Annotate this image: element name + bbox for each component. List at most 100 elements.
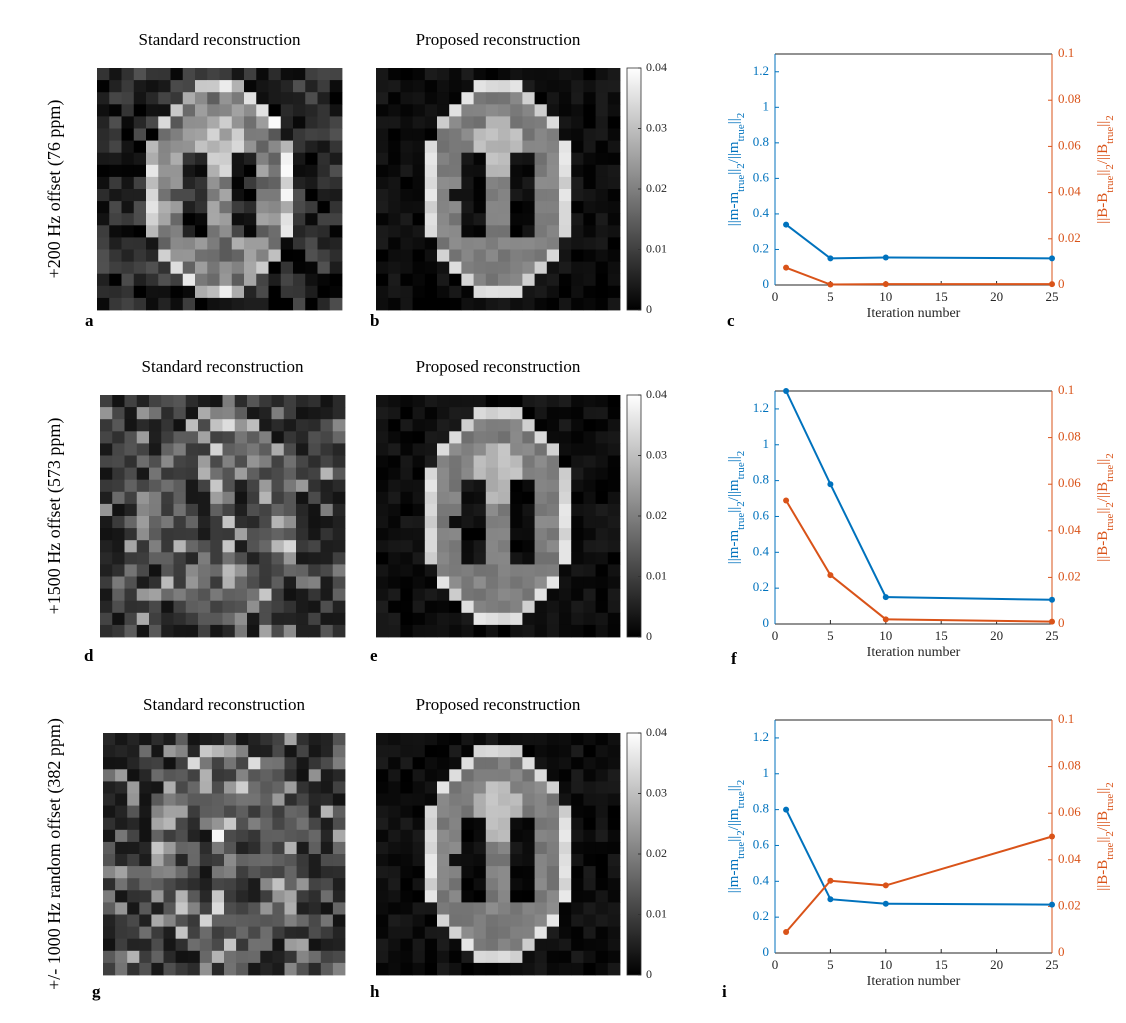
pixel xyxy=(234,516,248,529)
pixel xyxy=(485,92,499,105)
pixel xyxy=(607,285,621,299)
panel-title: Proposed reconstruction xyxy=(416,30,581,49)
pixel xyxy=(320,431,334,444)
pixel xyxy=(412,769,426,782)
pixel xyxy=(244,297,257,311)
pixel xyxy=(546,491,560,505)
x-tick-label: 5 xyxy=(827,289,834,304)
pixel xyxy=(400,914,413,927)
pixel xyxy=(607,528,621,541)
pixel xyxy=(320,769,334,782)
pixel xyxy=(437,213,450,226)
pixel xyxy=(305,140,318,154)
pixel xyxy=(510,890,523,903)
label-part: ||m-m xyxy=(726,859,742,894)
pixel xyxy=(260,793,273,806)
label-part: 2 xyxy=(1104,831,1116,837)
pixel xyxy=(485,745,499,758)
pixel xyxy=(268,176,282,190)
pixel xyxy=(583,528,596,541)
pixel xyxy=(139,817,152,831)
pixel xyxy=(473,116,487,129)
pixel xyxy=(103,962,116,976)
pixel xyxy=(198,407,211,420)
pixel xyxy=(151,938,164,952)
pixel xyxy=(207,80,220,93)
pixel xyxy=(222,467,236,481)
pixel xyxy=(583,902,596,915)
pixel xyxy=(571,92,584,105)
pixel xyxy=(133,92,147,105)
pixel xyxy=(522,769,535,782)
pixel xyxy=(308,854,322,867)
pixel xyxy=(187,793,201,806)
pixel xyxy=(211,926,225,940)
pixel xyxy=(473,914,487,927)
pixel xyxy=(175,841,189,855)
pixel xyxy=(412,540,426,553)
pixel xyxy=(534,902,548,915)
pixel xyxy=(583,80,596,93)
pixel xyxy=(173,600,187,614)
pixel xyxy=(198,528,211,541)
pixel xyxy=(256,92,269,105)
pixel xyxy=(115,781,128,794)
pixel xyxy=(376,249,389,262)
pixel xyxy=(595,624,609,638)
pixel xyxy=(115,878,128,891)
pixel xyxy=(308,890,322,903)
y-tick-label: 1.2 xyxy=(753,729,769,744)
pixel xyxy=(296,600,309,614)
pixel xyxy=(268,116,282,129)
pixel xyxy=(559,769,572,782)
pixel xyxy=(376,612,389,626)
pixel xyxy=(185,503,199,517)
pixel xyxy=(498,261,511,275)
pixel xyxy=(329,201,343,214)
pixel xyxy=(522,902,535,915)
pixel xyxy=(498,588,511,602)
pixel xyxy=(280,176,294,190)
pixel xyxy=(510,540,523,553)
pixel xyxy=(485,68,499,81)
pixel xyxy=(219,176,233,190)
pixel xyxy=(207,92,220,105)
pixel xyxy=(296,467,309,481)
pixel xyxy=(534,612,548,626)
pixel xyxy=(109,68,122,81)
pixel xyxy=(173,540,187,553)
pixel xyxy=(534,576,548,589)
pixel xyxy=(293,68,306,81)
pixel xyxy=(400,201,413,214)
pixel xyxy=(224,817,237,831)
pixel xyxy=(97,225,110,238)
pixel xyxy=(461,455,474,468)
pixel xyxy=(437,866,450,879)
pixel xyxy=(210,431,223,444)
pixel xyxy=(437,769,450,782)
panel-letter: e xyxy=(370,646,378,665)
pixel xyxy=(534,395,548,408)
pixel xyxy=(437,781,450,794)
pixel xyxy=(388,201,401,214)
pixel xyxy=(210,576,223,589)
panel-letter: f xyxy=(731,649,737,668)
pixel xyxy=(175,793,189,806)
pixel xyxy=(219,68,233,81)
label-part: ||m-m xyxy=(726,192,742,227)
pixel xyxy=(283,455,297,468)
pixel xyxy=(424,576,438,589)
pixel xyxy=(376,164,389,178)
pixel xyxy=(473,140,487,154)
pixel xyxy=(146,237,159,250)
pixel xyxy=(607,781,621,794)
pixel xyxy=(583,116,596,129)
pixel xyxy=(473,745,487,758)
pixel xyxy=(283,600,297,614)
pixel xyxy=(546,854,560,867)
pixel xyxy=(388,890,401,903)
pixel xyxy=(320,878,334,891)
y-tick-label: 0.2 xyxy=(753,579,769,594)
pixel xyxy=(317,285,331,299)
pixel xyxy=(284,745,297,758)
